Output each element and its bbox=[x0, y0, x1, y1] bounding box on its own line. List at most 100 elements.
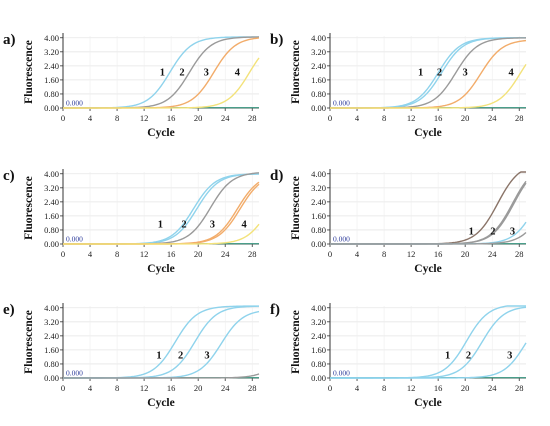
curve-number-label: 2 bbox=[466, 351, 471, 362]
curve-number-label: 2 bbox=[178, 351, 183, 362]
y-tick-label: 0.00 bbox=[311, 103, 326, 113]
curve-1-0 bbox=[330, 37, 526, 109]
chart-panel-3: c)0.000.801.602.403.204.000 4 8 12 16 20 24 28C… bbox=[3, 168, 260, 275]
chart-panel-4: d)0.000.801.602.403.204.000 4 8 12 16 20 24 28C… bbox=[270, 168, 527, 275]
x-tick-label: 4 bbox=[88, 383, 93, 393]
y-tick-label: 2.40 bbox=[311, 197, 326, 207]
x-tick-label: 12 bbox=[407, 113, 416, 123]
x-axis-title: Cycle bbox=[147, 397, 174, 409]
x-axis-title: Cycle bbox=[414, 263, 441, 275]
y-tick-label: 4.00 bbox=[311, 33, 326, 43]
curve-1-0 bbox=[63, 173, 260, 245]
curve-3-4 bbox=[330, 231, 527, 245]
y-tick-label: 0.80 bbox=[311, 89, 326, 99]
x-tick-label: 4 bbox=[355, 113, 360, 123]
curve-3-3 bbox=[330, 39, 527, 109]
x-tick-label: 0 bbox=[61, 383, 65, 393]
curve-number-label: 3 bbox=[204, 68, 209, 79]
panel-label: d) bbox=[270, 168, 283, 184]
x-tick-label: 16 bbox=[434, 249, 443, 259]
x-tick-label: 0 bbox=[328, 383, 332, 393]
curve-4-5 bbox=[63, 223, 260, 245]
panel-label: e) bbox=[3, 302, 15, 318]
x-tick-label: 0 bbox=[328, 249, 332, 259]
threshold-label: 0.000 bbox=[66, 99, 83, 108]
y-axis-title: Fluorescence bbox=[290, 40, 302, 104]
y-tick-label: 4.00 bbox=[311, 169, 326, 179]
curve-2-1 bbox=[63, 305, 260, 379]
x-tick-label: 8 bbox=[382, 383, 386, 393]
curve-2-1 bbox=[330, 180, 527, 245]
y-tick-label: 0.00 bbox=[44, 239, 59, 249]
curve-number-label: 1 bbox=[160, 68, 165, 79]
panel-label: b) bbox=[270, 32, 283, 48]
curve-number-label: 3 bbox=[204, 351, 209, 362]
y-axis-title: Fluorescence bbox=[23, 40, 35, 104]
x-tick-label: 0 bbox=[61, 249, 65, 259]
threshold-label: 0.000 bbox=[66, 369, 83, 378]
y-tick-label: 2.40 bbox=[44, 331, 59, 341]
x-tick-label: 16 bbox=[434, 383, 443, 393]
chart-panel-5: e)0.000.801.602.403.204.000 4 8 12 16 20 24 28C… bbox=[3, 302, 260, 409]
y-tick-label: 0.80 bbox=[311, 225, 326, 235]
panel-label: f) bbox=[270, 302, 280, 318]
y-tick-label: 3.20 bbox=[44, 47, 59, 57]
panel-label: a) bbox=[3, 32, 16, 48]
x-tick-label: 28 bbox=[515, 383, 524, 393]
x-tick-label: 20 bbox=[194, 383, 203, 393]
x-tick-label: 28 bbox=[248, 249, 257, 259]
panel-label: c) bbox=[3, 168, 15, 184]
y-tick-label: 0.80 bbox=[44, 359, 59, 369]
curve-3-2 bbox=[330, 342, 527, 379]
x-tick-label: 12 bbox=[140, 249, 149, 259]
x-tick-label: 4 bbox=[355, 249, 360, 259]
curve-1-0 bbox=[330, 171, 526, 245]
x-tick-label: 28 bbox=[515, 113, 524, 123]
y-tick-label: 1.60 bbox=[44, 345, 59, 355]
x-tick-label: 16 bbox=[167, 113, 176, 123]
y-tick-label: 1.60 bbox=[44, 211, 59, 221]
y-tick-label: 2.40 bbox=[44, 61, 59, 71]
curve-number-label: 4 bbox=[509, 68, 515, 79]
x-tick-label: 16 bbox=[434, 113, 443, 123]
y-tick-label: 1.60 bbox=[311, 345, 326, 355]
y-tick-label: 3.20 bbox=[44, 317, 59, 327]
curve-number-label: 2 bbox=[437, 68, 442, 79]
chart-panel-1: a)0.000.801.602.403.204.000 4 8 12 16 20 24 28C… bbox=[3, 32, 260, 139]
curve-extra-3 bbox=[63, 373, 260, 379]
x-axis-title: Cycle bbox=[414, 127, 441, 139]
curve-number-label: 1 bbox=[156, 351, 161, 362]
x-tick-label: 24 bbox=[488, 383, 497, 393]
curve-3-4 bbox=[63, 183, 260, 245]
threshold-label: 0.000 bbox=[333, 99, 350, 108]
y-axis-title: Fluorescence bbox=[290, 310, 302, 374]
x-tick-label: 0 bbox=[328, 113, 332, 123]
curve-number-label: 2 bbox=[181, 219, 186, 230]
threshold-label: 0.000 bbox=[66, 235, 83, 244]
y-tick-label: 0.80 bbox=[44, 89, 59, 99]
y-tick-label: 4.00 bbox=[44, 169, 59, 179]
curve-4-4 bbox=[330, 63, 527, 109]
chart-panel-6: f)0.000.801.602.403.204.000 4 8 12 16 20 24 28C… bbox=[270, 302, 527, 409]
y-tick-label: 3.20 bbox=[311, 317, 326, 327]
x-tick-label: 20 bbox=[194, 113, 203, 123]
curve-number-label: 3 bbox=[510, 226, 515, 237]
curve-4-3 bbox=[63, 57, 260, 109]
curve-number-label: 3 bbox=[463, 68, 468, 79]
x-tick-label: 28 bbox=[515, 249, 524, 259]
curve-number-label: 4 bbox=[235, 68, 241, 79]
y-tick-label: 3.20 bbox=[311, 47, 326, 57]
y-tick-label: 0.00 bbox=[44, 103, 59, 113]
y-tick-label: 0.00 bbox=[311, 239, 326, 249]
y-tick-label: 4.00 bbox=[44, 303, 59, 313]
curve-number-label: 1 bbox=[158, 219, 163, 230]
curve-3-3 bbox=[330, 221, 527, 245]
x-tick-label: 12 bbox=[407, 383, 416, 393]
y-tick-label: 3.20 bbox=[311, 183, 326, 193]
x-tick-label: 12 bbox=[140, 113, 149, 123]
curve-1-0 bbox=[330, 305, 526, 379]
y-tick-label: 1.60 bbox=[311, 211, 326, 221]
x-tick-label: 28 bbox=[248, 383, 257, 393]
y-tick-label: 4.00 bbox=[311, 303, 326, 313]
